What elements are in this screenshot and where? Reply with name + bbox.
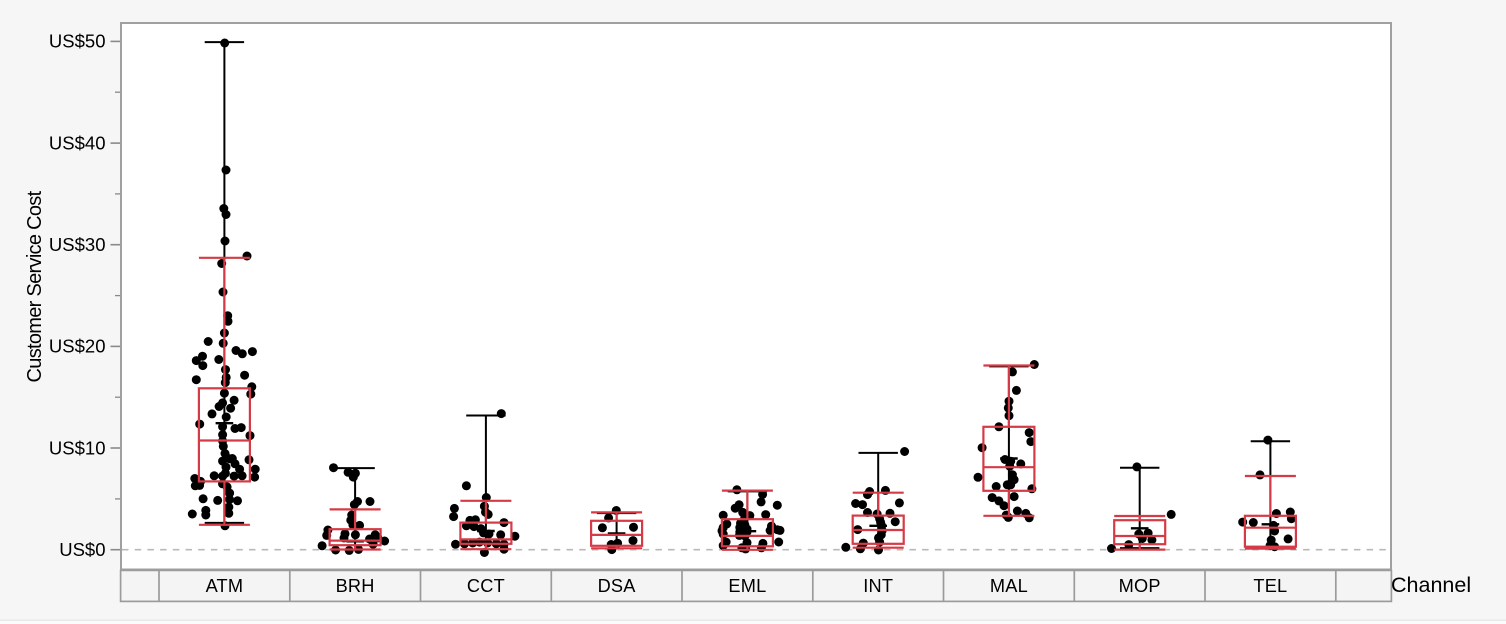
svg-text:TEL: TEL: [1253, 576, 1287, 596]
svg-text:US$50: US$50: [49, 31, 106, 52]
svg-text:US$30: US$30: [49, 234, 106, 255]
svg-text:CCT: CCT: [467, 576, 505, 596]
svg-text:US$20: US$20: [49, 336, 106, 357]
svg-text:US$0: US$0: [59, 539, 105, 560]
svg-text:US$40: US$40: [49, 132, 106, 153]
svg-text:DSA: DSA: [598, 576, 637, 596]
svg-text:INT: INT: [863, 576, 893, 596]
svg-text:MOP: MOP: [1119, 576, 1161, 596]
svg-text:Channel: Channel: [1391, 573, 1471, 597]
svg-text:US$10: US$10: [49, 437, 106, 458]
svg-text:Customer Service Cost: Customer Service Cost: [24, 190, 46, 382]
svg-text:MAL: MAL: [990, 576, 1028, 596]
svg-text:EML: EML: [728, 576, 766, 596]
svg-text:ATM: ATM: [206, 576, 244, 596]
svg-text:BRH: BRH: [336, 576, 375, 596]
